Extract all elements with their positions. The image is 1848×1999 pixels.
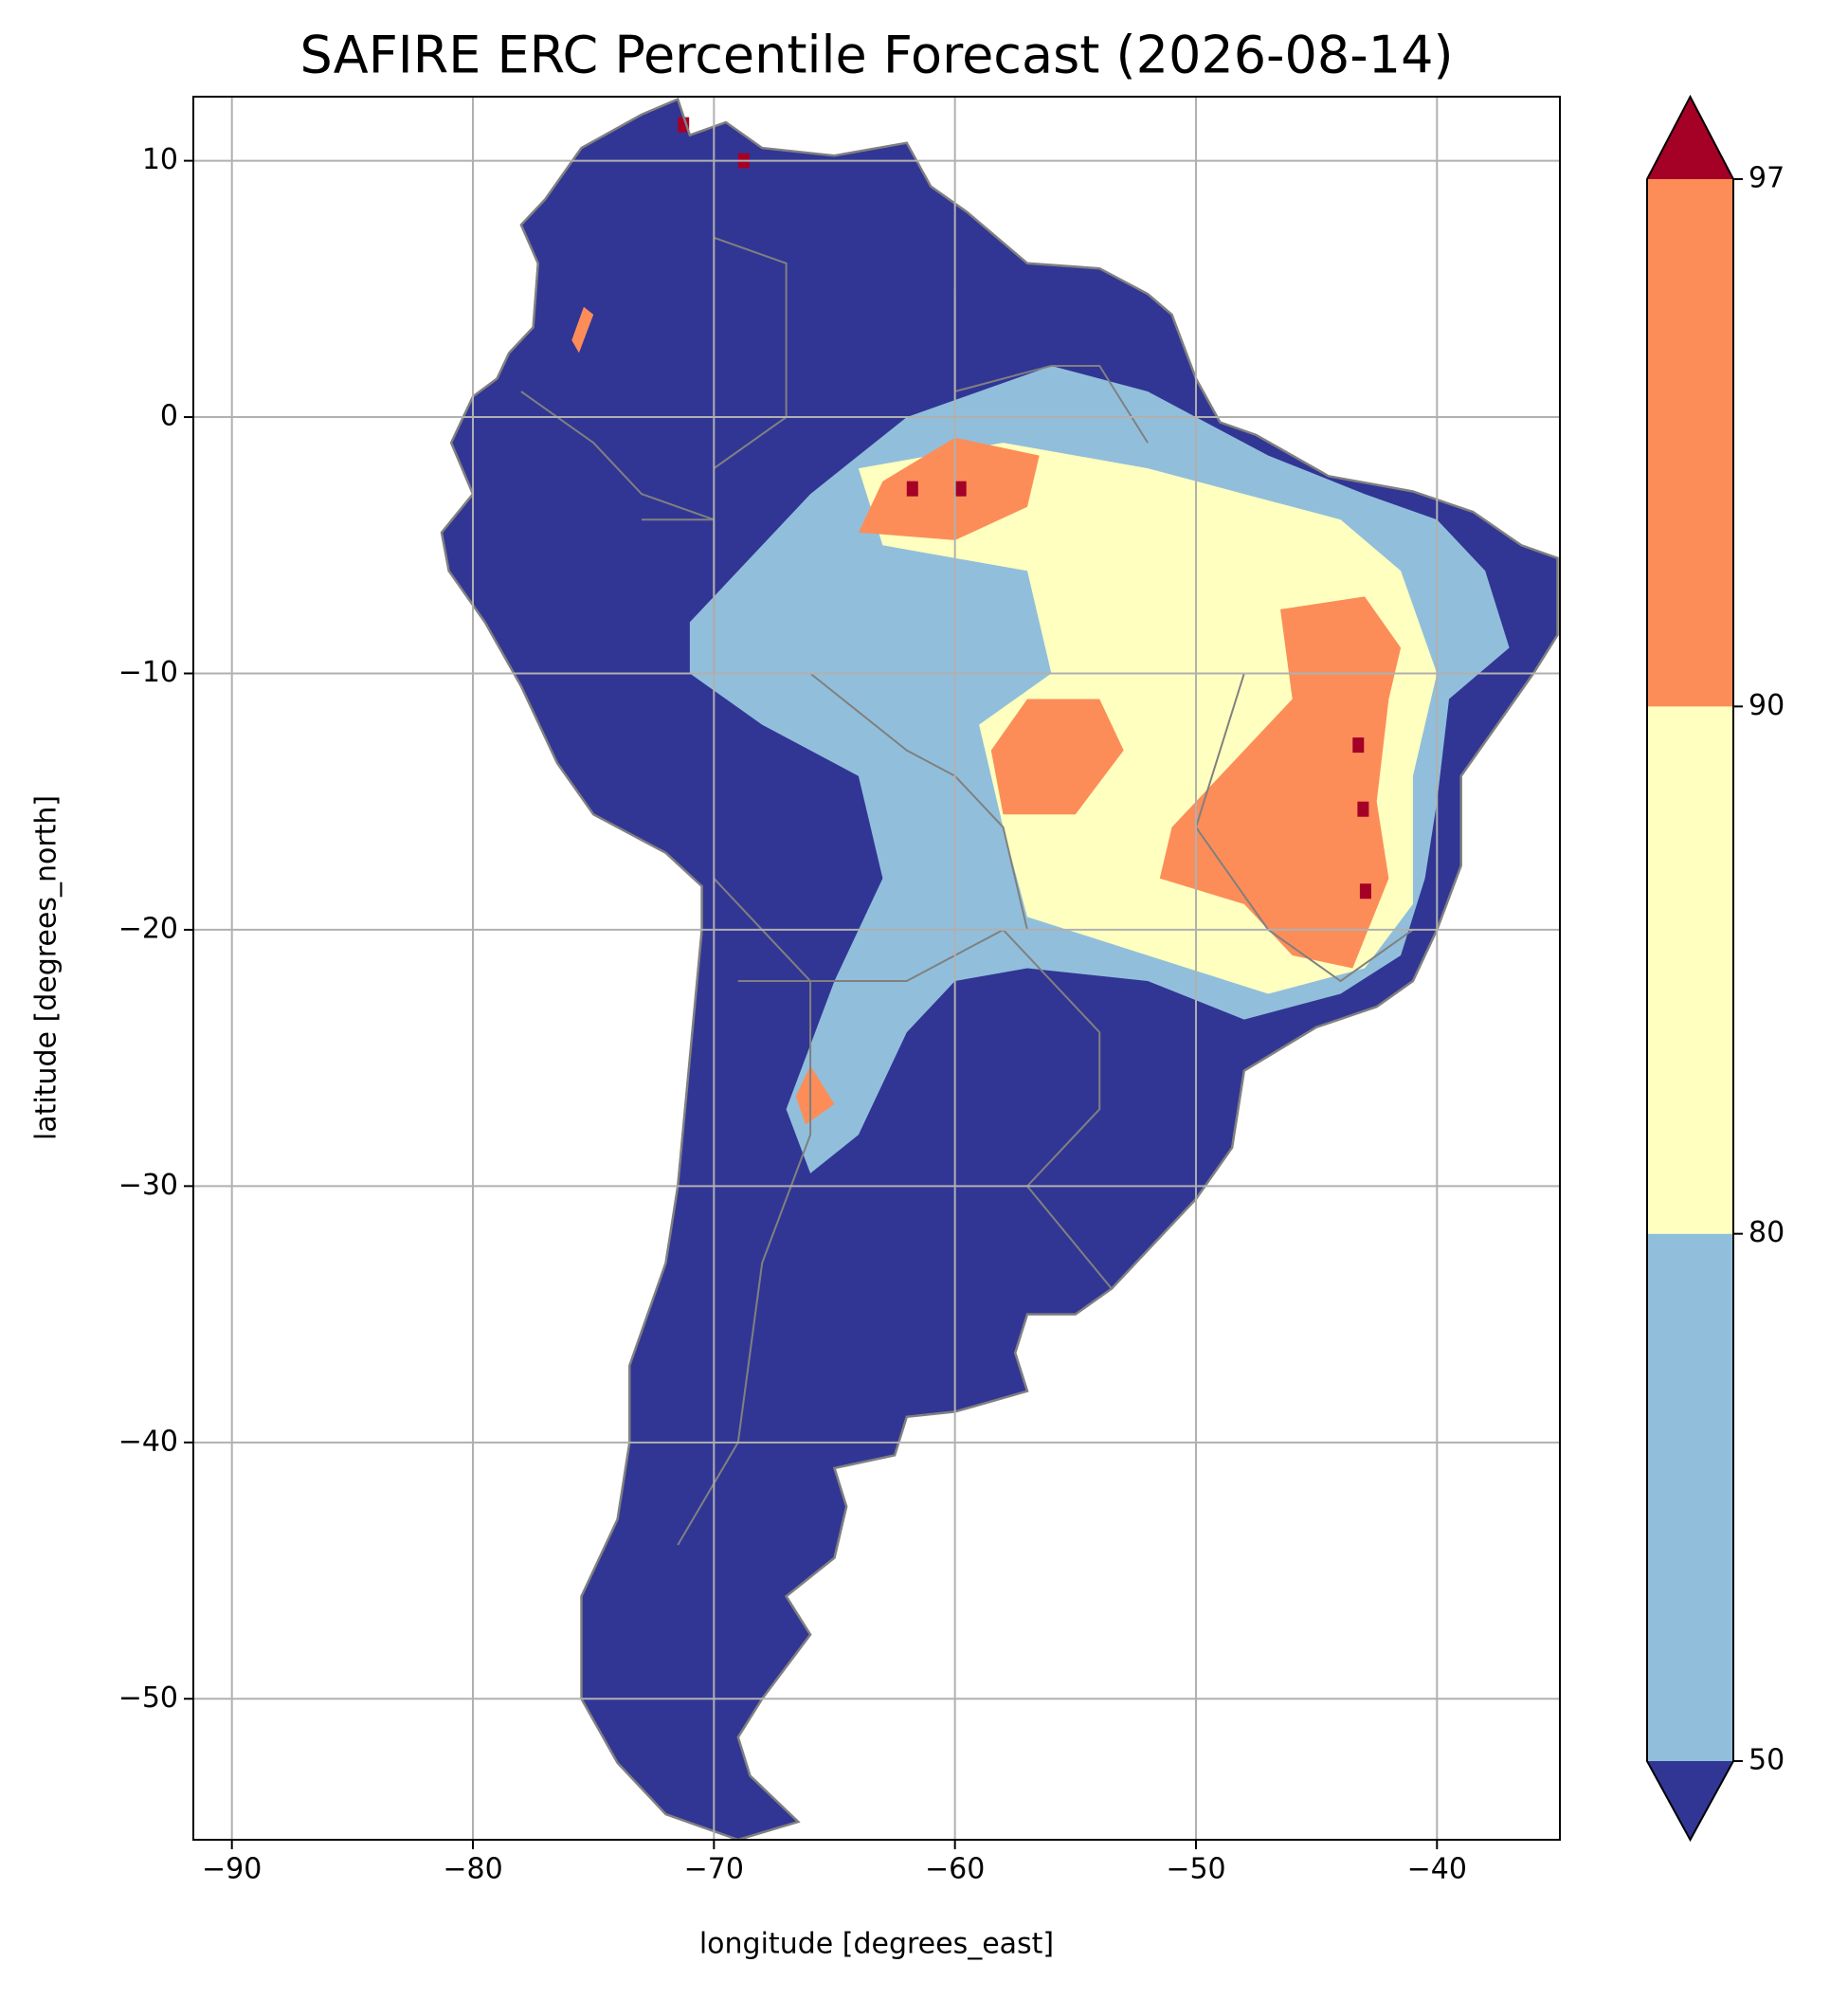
x-tick-label: −40 — [1407, 1853, 1467, 1886]
y-tick-label: −50 — [118, 1681, 178, 1715]
y-tick-label: −40 — [118, 1425, 178, 1458]
colorbar: 50 80 90 97 — [1646, 94, 1785, 1843]
x-tick-label: −80 — [443, 1853, 502, 1886]
y-tick-label: 0 — [160, 400, 178, 433]
x-tick-label: −70 — [684, 1853, 744, 1886]
y-tick-label: −30 — [118, 1169, 178, 1202]
colorbar-tick-label: 80 — [1748, 1216, 1785, 1249]
x-tick-label: −60 — [925, 1853, 985, 1886]
axes-frame — [192, 96, 1561, 1841]
grid — [193, 97, 1560, 1840]
colorbar-extend-max — [1647, 97, 1733, 179]
colorbar-tick-label: 50 — [1748, 1744, 1785, 1777]
region-90-97 — [571, 306, 594, 354]
x-tick-label: −90 — [202, 1853, 262, 1886]
x-axis-label: longitude [degrees_east] — [699, 1928, 1054, 1961]
colorbar-segment — [1647, 706, 1733, 1234]
region-above-97 — [1352, 737, 1365, 754]
region-above-97 — [954, 481, 967, 497]
border — [713, 878, 1113, 1290]
map — [440, 98, 1559, 1840]
region-90-97 — [1159, 596, 1402, 969]
region-90-97 — [795, 1065, 835, 1125]
region-90-97 — [858, 437, 1040, 540]
region-90-97 — [990, 699, 1124, 815]
y-tick-label: −20 — [118, 912, 178, 945]
y-tick-label: 10 — [142, 143, 178, 176]
y-axis-label: latitude [degrees_north] — [30, 795, 63, 1140]
region-above-97 — [1357, 801, 1369, 817]
chart-title: SAFIRE ERC Percentile Forecast (2026-08-… — [299, 26, 1453, 85]
region-above-97 — [1359, 883, 1371, 900]
border — [713, 236, 788, 469]
colorbar-tick-label: 90 — [1748, 689, 1785, 722]
colorbar-segment — [1647, 179, 1733, 707]
colorbar-extend-min — [1647, 1761, 1733, 1840]
x-tick-label: −50 — [1166, 1853, 1225, 1886]
coastline — [440, 98, 1559, 1840]
region-above-97 — [906, 481, 918, 497]
border — [677, 980, 812, 1546]
colorbar-tick-label: 97 — [1748, 162, 1785, 195]
colorbar-segment — [1647, 1233, 1733, 1761]
y-tick-label: −10 — [118, 656, 178, 689]
